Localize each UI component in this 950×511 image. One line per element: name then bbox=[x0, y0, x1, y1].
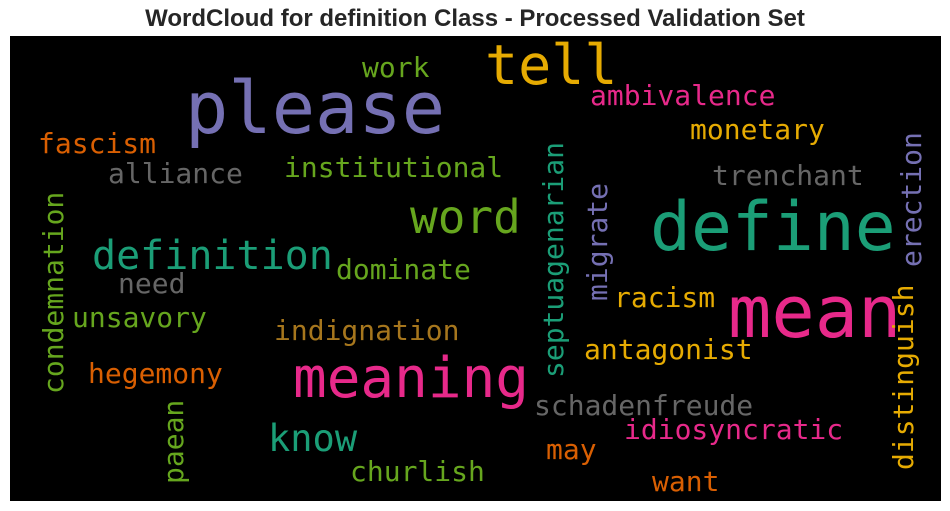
word-meaning: meaning bbox=[293, 346, 530, 411]
word-word: word bbox=[410, 190, 521, 244]
word-ambivalence: ambivalence bbox=[590, 79, 776, 112]
word-septuagenarian: septuagenarian bbox=[537, 141, 570, 378]
word-alliance: alliance bbox=[108, 157, 243, 190]
word-mean: mean bbox=[728, 270, 902, 354]
word-condemnation: condemnation bbox=[37, 191, 70, 394]
word-idiosyncratic: idiosyncratic bbox=[624, 413, 844, 446]
word-paean: paean bbox=[157, 399, 190, 484]
word-distinguish: distinguish bbox=[887, 284, 920, 470]
word-tell: tell bbox=[485, 36, 618, 97]
word-need: need bbox=[118, 267, 186, 300]
word-monetary: monetary bbox=[690, 113, 825, 146]
word-schadenfreude: schadenfreude bbox=[534, 389, 754, 422]
word-trenchant: trenchant bbox=[712, 159, 864, 192]
word-definition: definition bbox=[92, 233, 333, 279]
word-cloud-canvas: please tell define mean meaning word definitio… bbox=[10, 36, 941, 501]
word-institutional: institutional bbox=[284, 151, 504, 184]
word-know: know bbox=[268, 417, 358, 460]
word-want: want bbox=[652, 465, 720, 498]
word-define: define bbox=[650, 188, 896, 267]
word-work: work bbox=[362, 51, 430, 84]
word-migrate: migrate bbox=[581, 182, 614, 301]
word-may: may bbox=[546, 433, 597, 466]
word-unsavory: unsavory bbox=[72, 301, 207, 334]
word-dominate: dominate bbox=[336, 253, 471, 286]
word-hegemony: hegemony bbox=[88, 357, 223, 390]
word-racism: racism bbox=[614, 281, 716, 314]
word-antagonist: antagonist bbox=[584, 333, 753, 366]
word-churlish: churlish bbox=[350, 455, 485, 488]
word-please: please bbox=[185, 66, 446, 150]
word-fascism: fascism bbox=[38, 127, 157, 160]
word-indignation: indignation bbox=[274, 314, 460, 347]
chart-title: WordCloud for definition Class - Process… bbox=[145, 5, 805, 32]
word-erection: erection bbox=[895, 132, 928, 267]
